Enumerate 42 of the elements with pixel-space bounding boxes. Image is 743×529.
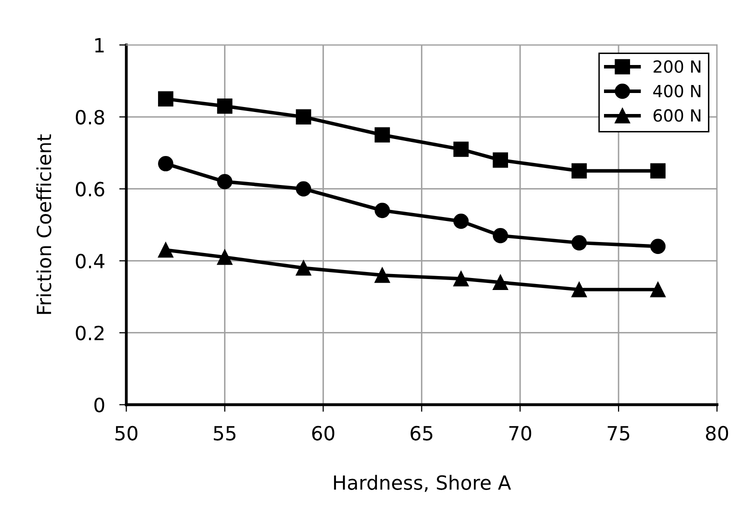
point bbox=[572, 282, 587, 298]
point bbox=[453, 142, 469, 157]
x-tick-label: 65 bbox=[410, 426, 432, 441]
point bbox=[572, 235, 587, 250]
point bbox=[650, 282, 666, 298]
x-tick-label: 60 bbox=[312, 426, 334, 441]
y-tick-label: 0.8 bbox=[76, 110, 104, 125]
point bbox=[453, 271, 469, 286]
point bbox=[158, 156, 174, 172]
y-tick-label: 1 bbox=[95, 38, 104, 52]
point bbox=[296, 181, 312, 196]
x-tick-label: 50 bbox=[115, 426, 138, 441]
point bbox=[217, 98, 232, 114]
x-tick-label: 70 bbox=[509, 426, 532, 441]
x-axis-title: Hardness, Shore A bbox=[334, 474, 511, 492]
point bbox=[374, 127, 390, 143]
point bbox=[453, 214, 469, 229]
legend-label: 600 N bbox=[654, 109, 700, 122]
point bbox=[492, 152, 508, 168]
point bbox=[572, 163, 587, 179]
point bbox=[296, 260, 312, 276]
point bbox=[158, 242, 174, 258]
y-tick-label: 0 bbox=[94, 398, 104, 412]
legend-label: 400 N bbox=[653, 84, 700, 98]
point bbox=[217, 174, 232, 190]
y-axis-title: Friction Coefficient bbox=[36, 134, 52, 314]
point bbox=[374, 268, 390, 283]
point bbox=[492, 274, 508, 290]
x-tick-label: 55 bbox=[214, 426, 236, 441]
x-tick-label: 75 bbox=[608, 426, 630, 441]
point bbox=[650, 238, 666, 254]
point bbox=[374, 202, 390, 218]
x-tick-label: 80 bbox=[706, 426, 728, 441]
point bbox=[296, 109, 312, 125]
point bbox=[492, 228, 508, 244]
point bbox=[217, 250, 232, 265]
legend-label: 200 N bbox=[654, 60, 700, 73]
point bbox=[650, 163, 666, 179]
y-tick-label: 0.6 bbox=[76, 182, 104, 197]
y-tick-label: 0.2 bbox=[76, 326, 104, 340]
y-tick-label: 0.4 bbox=[76, 254, 104, 268]
point bbox=[158, 91, 174, 107]
